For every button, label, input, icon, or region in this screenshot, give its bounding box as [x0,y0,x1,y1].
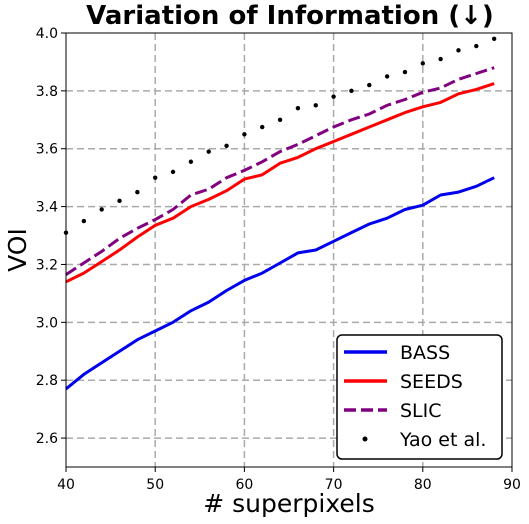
legend: BASS SEEDS SLIC Yao et al. [336,334,503,460]
series-layer [63,36,497,391]
yao-et-al-point [384,74,390,79]
yao-et-al-point [260,124,265,130]
yao-et-al-point [367,82,372,88]
yao-et-al-point [135,189,140,195]
yao-et-al-point [206,149,211,154]
yao-et-al-point [117,198,122,204]
legend-label-slic: SLIC [400,400,442,422]
y-tick-label: 3.8 [36,84,58,100]
yao-et-al-point [313,103,318,108]
x-tick-label: 80 [414,477,432,493]
bass-series-line [65,176,495,391]
yao-et-al-point [188,159,194,164]
legend-label-seeds: SEEDS [400,371,463,393]
yao-et-al-point [170,169,176,175]
legend-label-bass: BASS [400,342,450,364]
yao-et-al-point [295,106,301,111]
y-tick-label: 3.2 [36,257,58,273]
yao-et-al-point [402,69,408,75]
yao-et-al-point [99,207,104,212]
plot-frame [65,32,513,468]
yao-et-al-point [153,175,158,180]
yao-et-al-point [420,61,425,66]
yao-et-al-point [277,117,283,123]
yao-et-al-point [81,218,87,224]
legend-swatch-yao-et-al [362,436,368,442]
legend-label-yao-et-al: Yao et al. [399,429,486,451]
yao-et-al-point [349,88,354,94]
y-tick-label: 2.8 [36,373,58,389]
x-tick-label: 60 [235,477,253,493]
seeds-series-line [65,82,495,284]
yao-et-al-point [438,56,443,62]
y-tick-label: 3.6 [36,142,58,158]
yao-et-al-point [242,132,247,137]
yao-et-al-point [224,143,229,149]
x-axis-ticks: 40 50 60 70 80 90 [57,467,521,493]
y-axis-label: VOI [3,228,32,272]
yao-et-al-point [491,36,497,41]
y-tick-label: 3.4 [36,200,58,216]
y-tick-label: 3.0 [36,315,58,331]
yao-et-al-point [456,48,461,53]
slic-series-line [65,66,495,276]
x-tick-label: 50 [146,477,164,493]
x-tick-label: 90 [503,477,521,493]
legend-frame [336,334,503,460]
x-tick-label: 40 [57,477,75,493]
x-tick-label: 70 [325,477,343,493]
yao-et-al-point [474,43,479,49]
yao-et-al-point [331,94,336,99]
y-tick-label: 4.0 [36,26,58,42]
x-axis-label: # superpixels [203,489,374,518]
y-tick-label: 2.6 [36,431,58,447]
chart-title: Variation of Information (↓) [86,1,494,31]
y-axis-ticks: 2.6 2.8 3.0 3.2 3.4 3.6 3.8 4.0 [36,26,66,447]
